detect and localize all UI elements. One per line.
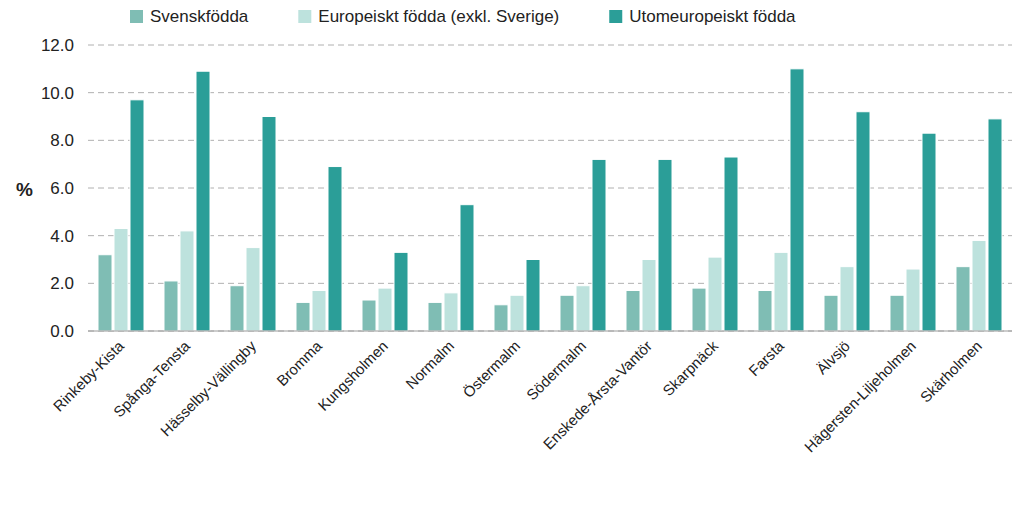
legend-label: Europeiskt födda (exkl. Sverige) xyxy=(318,7,559,26)
x-tick-label: Skarpnäck xyxy=(659,337,721,399)
chart: 0.02.04.06.08.010.012.0%Rinkeby-KistaSpå… xyxy=(0,0,1024,529)
grid-line xyxy=(88,283,1012,284)
bar xyxy=(642,260,656,332)
bar xyxy=(98,255,112,331)
x-tick-label: Bromma xyxy=(273,337,326,390)
y-tick-label: 10.0 xyxy=(41,84,74,103)
bar xyxy=(114,229,128,331)
bar xyxy=(774,252,788,331)
bar xyxy=(510,295,524,331)
bar xyxy=(890,295,904,331)
bar xyxy=(956,267,970,331)
x-tick-label: Älvsjö xyxy=(813,337,853,377)
bar xyxy=(724,157,738,331)
bar xyxy=(444,293,458,331)
bar xyxy=(296,302,310,331)
y-tick-label: 2.0 xyxy=(50,274,74,293)
bar xyxy=(164,281,178,331)
bar xyxy=(626,290,640,331)
x-tick-label: Östermalm xyxy=(459,337,523,401)
x-tick-label: Farsta xyxy=(745,337,788,380)
bar xyxy=(576,286,590,331)
bar xyxy=(130,100,144,331)
x-tick-label: Södermalm xyxy=(523,337,589,403)
y-tick-label: 4.0 xyxy=(50,227,74,246)
legend-swatch xyxy=(298,10,311,23)
bar xyxy=(196,71,210,331)
bar xyxy=(526,260,540,332)
x-tick-label: Kungsholmen xyxy=(314,337,391,414)
bar xyxy=(494,305,508,331)
bar xyxy=(988,119,1002,331)
bar xyxy=(972,240,986,331)
bar xyxy=(790,69,804,331)
x-tick-label: Skärholmen xyxy=(916,337,985,406)
bar xyxy=(312,290,326,331)
grid-line xyxy=(88,140,1012,141)
grid-line xyxy=(88,92,1012,93)
x-tick-label: Normalm xyxy=(402,337,457,392)
bar xyxy=(840,267,854,331)
x-tick-label: Enskede-Årsta-Vantör xyxy=(540,337,656,453)
legend-swatch xyxy=(130,10,143,23)
bar xyxy=(856,112,870,331)
bar xyxy=(460,205,474,331)
bar xyxy=(708,257,722,331)
legend-label: Utomeuropeiskt födda xyxy=(629,7,796,26)
bar xyxy=(922,133,936,331)
x-axis xyxy=(88,331,1012,332)
y-tick-label: 8.0 xyxy=(50,131,74,150)
grid-line xyxy=(88,235,1012,236)
grid-line xyxy=(88,331,1012,332)
bar xyxy=(824,295,838,331)
y-tick-label: 0.0 xyxy=(50,322,74,341)
bar xyxy=(180,231,194,331)
bar xyxy=(592,159,606,331)
y-tick-label: 6.0 xyxy=(50,179,74,198)
grid-line xyxy=(88,45,1012,46)
y-axis-label: % xyxy=(16,179,33,200)
grid-line xyxy=(88,188,1012,189)
bar xyxy=(230,286,244,331)
legend-label: Svenskfödda xyxy=(150,7,249,26)
bars xyxy=(98,69,1002,331)
bar xyxy=(362,300,376,331)
bar xyxy=(906,269,920,331)
x-tick-label: Hässelby-Vällingby xyxy=(157,337,260,440)
bar xyxy=(262,117,276,332)
x-tick-label: Hägersten-Liljeholmen xyxy=(801,337,919,455)
legend-swatch xyxy=(609,10,622,23)
bar xyxy=(692,288,706,331)
bar xyxy=(378,288,392,331)
bar xyxy=(394,252,408,331)
bar xyxy=(658,159,672,331)
bar xyxy=(560,295,574,331)
bar xyxy=(758,290,772,331)
bar xyxy=(246,248,260,331)
y-tick-label: 12.0 xyxy=(41,36,74,55)
bar xyxy=(328,167,342,331)
bar xyxy=(428,302,442,331)
